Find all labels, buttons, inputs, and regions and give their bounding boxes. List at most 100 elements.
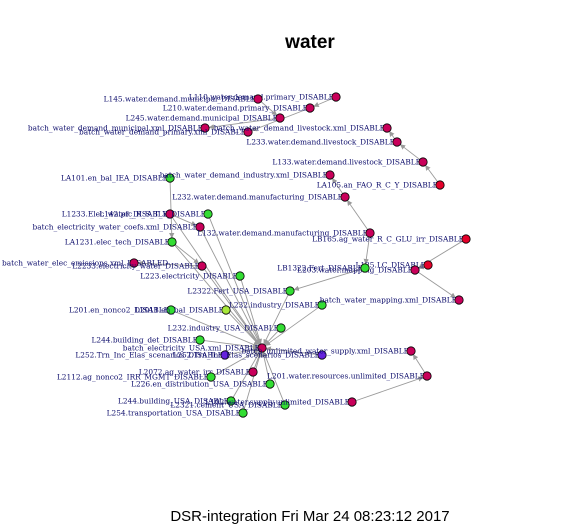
node-marker xyxy=(305,103,315,113)
node-label: batch_water_demand_industry.xml_DISABLED xyxy=(160,171,334,180)
node-marker xyxy=(265,379,275,389)
node-label: L145.water.demand.municipal_DISABLED xyxy=(104,95,262,104)
graph-node-l2011: L2011.en_bal_DISABLED xyxy=(135,305,231,315)
node-label: L110.water.demand.primary_DISABLED xyxy=(189,93,340,102)
diagram-title: water xyxy=(284,32,335,53)
node-label: L2112.ag_nonco2_IRR_MGMT_DISABLED xyxy=(57,373,215,382)
edge-L2233-bwee xyxy=(137,260,198,267)
graph-node-l125: L125.LC_DISABLED xyxy=(355,260,433,270)
node-label: L232.water.demand.manufacturing_DISABLED xyxy=(172,193,349,202)
node-label: L132.water.demand.manufacturing_DISABLED xyxy=(197,229,374,238)
node-marker xyxy=(167,237,177,247)
graph-node-l110: L110.water.demand.primary_DISABLED xyxy=(189,92,341,102)
graph-node-bwdl: batch_water_demand_livestock.xml_DISABLE… xyxy=(214,123,392,133)
edge-L142-hub xyxy=(209,217,262,345)
edge-layer xyxy=(137,98,463,410)
edge-L102-L201u xyxy=(355,376,424,402)
node-label: L102.water.supply.unlimited_DISABLED xyxy=(205,398,356,407)
node-marker xyxy=(275,113,285,123)
edge-LA105-L133 xyxy=(425,164,438,182)
node-label: L2011.en_bal_DISABLED xyxy=(135,306,230,315)
node-label: L201.en_nonco2_DISABLED xyxy=(69,306,175,315)
graph-node-l223: L223.electricity_DISABLED xyxy=(140,271,245,281)
node-marker xyxy=(360,263,370,273)
graph-node-la105: LA105.an_FAO_R_C_Y_DISABLED xyxy=(317,180,445,190)
node-label: L232.industry_DISABLED xyxy=(229,301,326,310)
node-marker xyxy=(276,323,286,333)
edge-L2112-hub xyxy=(214,349,259,376)
node-marker xyxy=(347,397,357,407)
edge-L132-LB1322 xyxy=(363,237,370,265)
edge-L254-hub xyxy=(243,351,263,410)
node-label: batch_electricity_USA.xml_DISABLED xyxy=(123,344,266,353)
graph-node-bwdp: batch_water_demand_primary.xml_DISABLED xyxy=(79,127,253,137)
node-label: batch_unlimited_water_supply.xml_DISABLE… xyxy=(242,347,416,356)
edge-L2011-hub xyxy=(228,312,260,346)
edge-L132-L232m xyxy=(347,200,368,230)
graph-node-l2322: L2322.Fert_USA_DISABLED xyxy=(187,286,295,296)
node-marker xyxy=(365,228,375,238)
graph-node-la101: LA101.en_bal_IEA_DISABLED xyxy=(61,173,175,183)
node-marker xyxy=(238,408,248,418)
node-layer: L110.water.demand.primary_DISABLEDL145.w… xyxy=(2,92,471,418)
node-marker xyxy=(325,170,335,180)
node-label: LB1322.Fert_DISABLED xyxy=(277,264,369,273)
node-marker xyxy=(226,396,236,406)
edge-L245-bwdm xyxy=(208,118,276,130)
node-label: L203.water.mapping_DISABLED xyxy=(297,266,419,275)
node-label: L201.water.resources.unlimited_DISABLED xyxy=(267,372,431,381)
graph-node-l142: L142.pfc_R_S_T_Y_DISABLED xyxy=(99,209,213,219)
graph-node-l252b: L252.Trn_Inc_Elas_scenarios_DISABLED xyxy=(172,350,327,360)
node-label: L2321.cement_USA_DISABLED xyxy=(170,401,289,410)
graph-node-l2112: L2112.ag_nonco2_IRR_MGMT_DISABLED xyxy=(57,372,216,382)
node-label: L232.industry_USA_DISABLED xyxy=(168,324,285,333)
node-marker xyxy=(435,180,445,190)
node-label: L2072.ag_water_irr_DISABLED xyxy=(139,368,257,377)
node-marker xyxy=(280,400,290,410)
node-marker xyxy=(257,343,267,353)
graph-node-l254: L254.transportation_USA_DISABLED xyxy=(107,408,248,418)
graph-node-bwm: batch_water_mapping.xml_DISABLED xyxy=(320,295,464,305)
graph-node-bwdi: batch_water_demand_industry.xml_DISABLED xyxy=(160,170,335,180)
node-label: L245.water.demand.municipal_DISABLED xyxy=(126,114,284,123)
node-label: L233.water.demand.livestock_DISABLED xyxy=(246,138,401,147)
node-label: L2233.electricity_water_DISABLED xyxy=(72,262,206,271)
node-marker xyxy=(461,234,471,244)
node-label: batch_water_mapping.xml_DISABLED xyxy=(320,296,463,305)
graph-node-lb1322: LB1322.Fert_DISABLED xyxy=(277,263,370,273)
node-label: L226.en_distribution_USA_DISABLED xyxy=(131,380,274,389)
node-label: batch_electricity_water_coefs.xml_DISABL… xyxy=(33,223,205,232)
node-label: L142.pfc_R_S_T_Y_DISABLED xyxy=(99,210,212,219)
graph-node-l132: L132.water.demand.manufacturing_DISABLED xyxy=(197,228,375,238)
graph-node-l244: L244.building_det_DISABLED xyxy=(91,335,205,345)
node-marker xyxy=(221,305,231,315)
node-label: L244.building_USA_DISABLED xyxy=(118,397,235,406)
graph-node-l245: L245.water.demand.municipal_DISABLED xyxy=(126,113,285,123)
graph-node-l252: L252.Trn_Inc_Elas_scenarios_DISABLED xyxy=(75,350,230,360)
node-label: batch_water_elec_emissions.xml_DISABLED xyxy=(2,259,168,268)
edge-L2233-hub xyxy=(204,269,260,346)
node-label: L133.water.demand.livestock_DISABLED xyxy=(272,158,427,167)
graph-node-l210: L210.water.demand.primary_DISABLED xyxy=(163,103,315,113)
graph-node-bwdm: batch_water_demand_municipal.xml_DISABLE… xyxy=(28,123,210,133)
node-marker xyxy=(243,127,253,137)
node-label: L125.LC_DISABLED xyxy=(355,261,432,270)
node-label: L210.water.demand.primary_DISABLED xyxy=(163,104,314,113)
node-marker xyxy=(454,295,464,305)
graph-node-bwu: batch_unlimited_water_supply.xml_DISABLE… xyxy=(242,346,416,356)
node-label: L254.transportation_USA_DISABLED xyxy=(107,409,247,418)
node-marker xyxy=(392,137,402,147)
edge-LA1231-L2233 xyxy=(174,244,200,264)
node-label: L2322.Fert_USA_DISABLED xyxy=(187,287,294,296)
node-label: LB165.ag_water_R_C_GLU_irr_DISABLED xyxy=(312,235,470,244)
node-label: LA101.en_bal_IEA_DISABLED xyxy=(61,174,174,183)
edge-LA1231-hub xyxy=(174,244,260,346)
graph-node-l226: L226.en_distribution_USA_DISABLED xyxy=(131,379,275,389)
node-label: L223.electricity_DISABLED xyxy=(140,272,244,281)
edge-L252b-hub xyxy=(265,346,318,355)
node-marker xyxy=(200,123,210,133)
graph-node-l244u: L244.building_USA_DISABLED xyxy=(118,396,236,406)
edge-L232iu-hub xyxy=(264,330,279,346)
graph-node-l233: L233.water.demand.livestock_DISABLED xyxy=(246,137,402,147)
node-marker xyxy=(418,157,428,167)
